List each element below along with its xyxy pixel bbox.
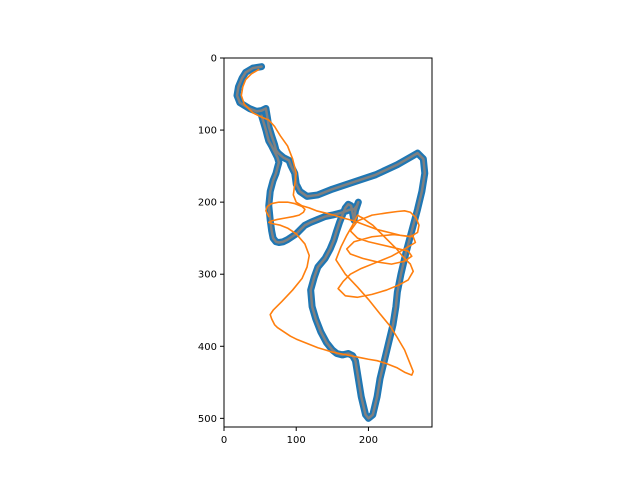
x-axis-ticks: 0 100 200 — [221, 427, 378, 446]
series-line-1 — [235, 65, 427, 420]
plot-area — [223, 57, 433, 428]
x-tick-label: 200 — [359, 435, 378, 446]
series-layer — [233, 63, 429, 422]
y-tick-label: 500 — [198, 414, 217, 425]
y-tick-label: 100 — [198, 126, 217, 137]
x-tick-label: 0 — [221, 435, 227, 446]
y-tick-label: 400 — [198, 342, 217, 353]
y-tick-label: 0 — [211, 54, 217, 65]
axes-background — [224, 58, 432, 427]
series-line-2 — [240, 68, 420, 376]
y-tick-label: 300 — [198, 270, 217, 281]
y-tick-label: 200 — [198, 198, 217, 209]
x-tick-label: 100 — [287, 435, 306, 446]
y-axis-ticks: 0 100 200 300 400 500 — [198, 54, 224, 425]
axes-frame — [223, 57, 433, 428]
